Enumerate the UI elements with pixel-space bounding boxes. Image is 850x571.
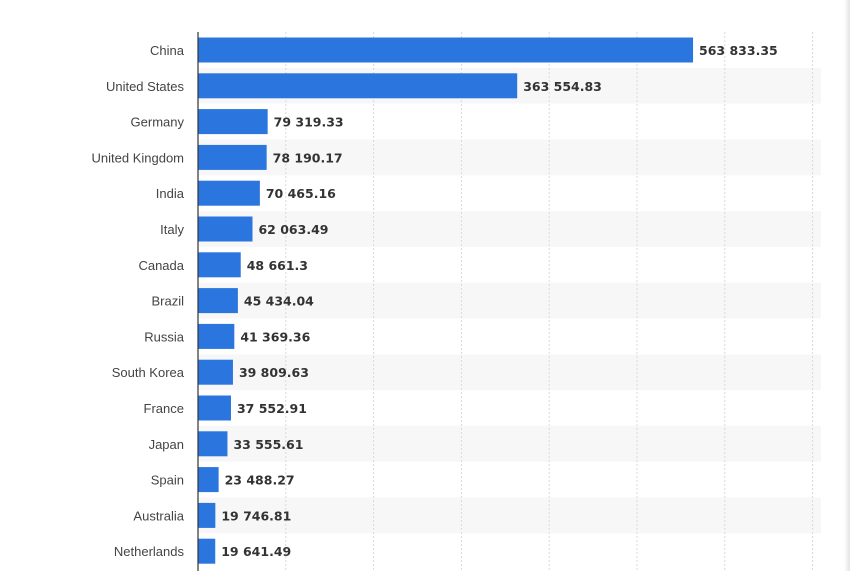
category-label: Japan <box>149 437 184 452</box>
category-label: Italy <box>160 222 184 237</box>
row-stripe <box>198 139 821 176</box>
value-label: 563 833.35 <box>699 43 778 58</box>
category-label: United Kingdom <box>92 150 185 165</box>
category-label: United States <box>106 79 185 94</box>
value-label: 37 552.91 <box>237 401 307 416</box>
category-label: India <box>156 186 185 201</box>
bar <box>198 109 268 135</box>
category-label: China <box>150 43 185 58</box>
category-label: Canada <box>138 258 184 273</box>
row-stripe <box>198 282 821 319</box>
bar <box>198 431 228 457</box>
row-stripe <box>198 354 821 391</box>
value-label: 78 190.17 <box>273 150 343 165</box>
row-stripe <box>198 211 821 247</box>
value-label: 48 661.3 <box>247 258 308 273</box>
value-label: 45 434.04 <box>244 294 314 309</box>
bar <box>198 37 694 63</box>
row-stripe <box>198 497 821 534</box>
category-label: Brazil <box>151 294 184 309</box>
bar <box>198 359 233 385</box>
category-label: Germany <box>131 115 185 130</box>
category-label: Spain <box>151 473 184 488</box>
bar <box>198 252 241 278</box>
value-label: 33 555.61 <box>233 437 303 452</box>
bar <box>198 144 267 170</box>
category-label: Australia <box>133 508 184 523</box>
bar <box>198 502 216 528</box>
bar <box>198 73 518 99</box>
right-edge-shade <box>844 0 850 571</box>
value-label: 41 369.36 <box>240 329 310 344</box>
value-label: 19 641.49 <box>221 544 291 559</box>
bar <box>198 538 216 564</box>
bar <box>198 288 238 314</box>
category-label: Netherlands <box>114 544 185 559</box>
value-label: 79 319.33 <box>274 115 344 130</box>
value-label: 70 465.16 <box>266 186 336 201</box>
row-stripe <box>198 425 821 462</box>
bar <box>198 395 231 421</box>
value-label: 62 063.49 <box>258 222 328 237</box>
value-label: 363 554.83 <box>523 79 602 94</box>
bar <box>198 467 219 493</box>
bar <box>198 180 260 206</box>
category-label: France <box>144 401 184 416</box>
bar <box>198 216 253 242</box>
category-label: Russia <box>144 329 185 344</box>
bar <box>198 323 235 349</box>
category-label: South Korea <box>112 365 185 380</box>
value-label: 19 746.81 <box>221 508 291 523</box>
value-label: 39 809.63 <box>239 365 309 380</box>
value-label: 23 488.27 <box>225 473 295 488</box>
